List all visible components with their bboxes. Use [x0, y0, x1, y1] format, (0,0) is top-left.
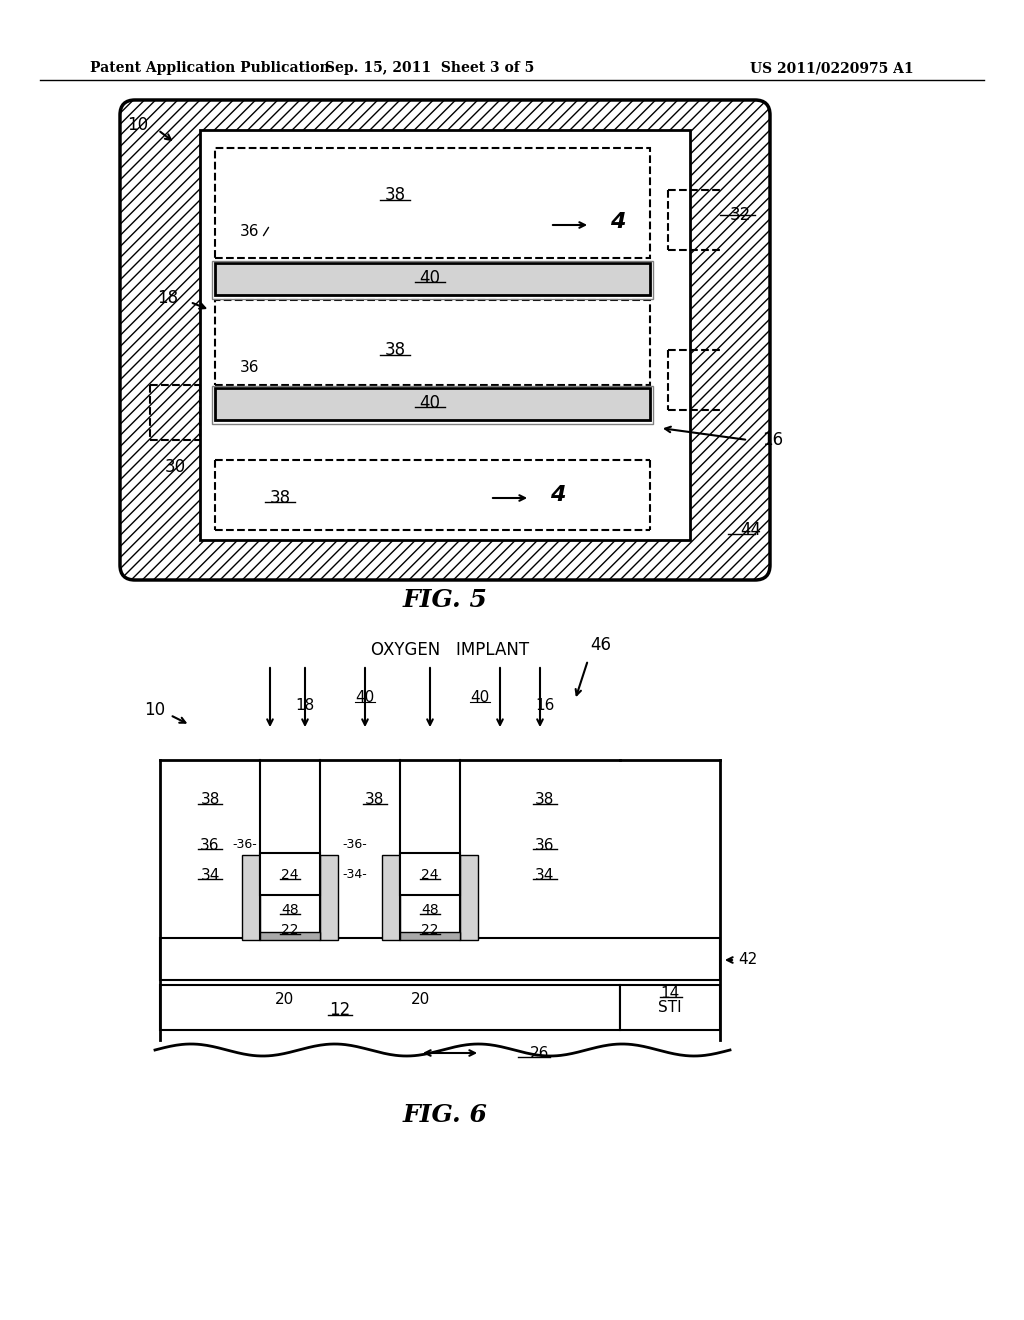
Text: 38: 38: [201, 792, 220, 808]
Text: 36: 36: [201, 837, 220, 853]
Text: 38: 38: [536, 792, 555, 808]
FancyBboxPatch shape: [260, 853, 319, 895]
Text: 24: 24: [282, 869, 299, 882]
Text: 46: 46: [590, 636, 611, 653]
Text: 40: 40: [420, 393, 440, 412]
Text: 48: 48: [282, 903, 299, 917]
Text: 38: 38: [269, 488, 291, 507]
FancyBboxPatch shape: [215, 263, 650, 294]
Text: 36: 36: [241, 224, 260, 239]
Text: US 2011/0220975 A1: US 2011/0220975 A1: [750, 61, 913, 75]
Text: 14: 14: [660, 986, 680, 1001]
FancyBboxPatch shape: [620, 985, 720, 1030]
Text: -34-: -34-: [343, 869, 368, 882]
Text: 48: 48: [421, 903, 439, 917]
FancyBboxPatch shape: [215, 388, 650, 420]
Text: 34: 34: [201, 867, 220, 883]
Text: 40: 40: [355, 690, 375, 705]
Text: 20: 20: [275, 993, 295, 1007]
Text: 12: 12: [330, 1001, 350, 1019]
FancyBboxPatch shape: [160, 985, 620, 1030]
Text: FIG. 5: FIG. 5: [402, 587, 487, 612]
Text: 22: 22: [421, 923, 438, 937]
Text: 4: 4: [610, 213, 626, 232]
Text: 18: 18: [295, 697, 314, 713]
Text: 10: 10: [144, 701, 165, 719]
Text: Sep. 15, 2011  Sheet 3 of 5: Sep. 15, 2011 Sheet 3 of 5: [326, 61, 535, 75]
Text: 38: 38: [366, 792, 385, 808]
Polygon shape: [460, 855, 478, 940]
Text: 16: 16: [536, 697, 555, 713]
Text: 10: 10: [127, 116, 148, 135]
FancyBboxPatch shape: [160, 939, 720, 979]
Polygon shape: [382, 855, 400, 940]
Text: 34: 34: [536, 867, 555, 883]
Text: 42: 42: [738, 953, 758, 968]
Text: 26: 26: [530, 1045, 549, 1060]
Text: 30: 30: [165, 458, 185, 477]
Text: -36-: -36-: [343, 838, 368, 851]
FancyBboxPatch shape: [400, 932, 460, 940]
FancyBboxPatch shape: [120, 100, 770, 579]
Text: 36: 36: [536, 837, 555, 853]
Text: STI: STI: [658, 999, 682, 1015]
Text: 44: 44: [740, 521, 761, 539]
Text: 16: 16: [762, 432, 783, 449]
Text: 38: 38: [384, 186, 406, 205]
Polygon shape: [242, 855, 260, 940]
Text: 20: 20: [411, 993, 430, 1007]
Text: Patent Application Publication: Patent Application Publication: [90, 61, 330, 75]
Text: 40: 40: [470, 690, 489, 705]
Text: 38: 38: [384, 341, 406, 359]
Text: 40: 40: [420, 269, 440, 286]
Text: 18: 18: [157, 289, 178, 308]
FancyBboxPatch shape: [260, 932, 319, 940]
FancyBboxPatch shape: [200, 129, 690, 540]
Text: 22: 22: [282, 923, 299, 937]
Text: 32: 32: [730, 206, 752, 224]
Text: -36-: -36-: [232, 838, 257, 851]
Text: FIG. 6: FIG. 6: [402, 1104, 487, 1127]
Text: 4: 4: [550, 484, 565, 506]
Polygon shape: [319, 855, 338, 940]
Text: OXYGEN   IMPLANT: OXYGEN IMPLANT: [371, 642, 529, 659]
FancyBboxPatch shape: [400, 853, 460, 895]
Text: 36: 36: [241, 360, 260, 375]
Text: 24: 24: [421, 869, 438, 882]
